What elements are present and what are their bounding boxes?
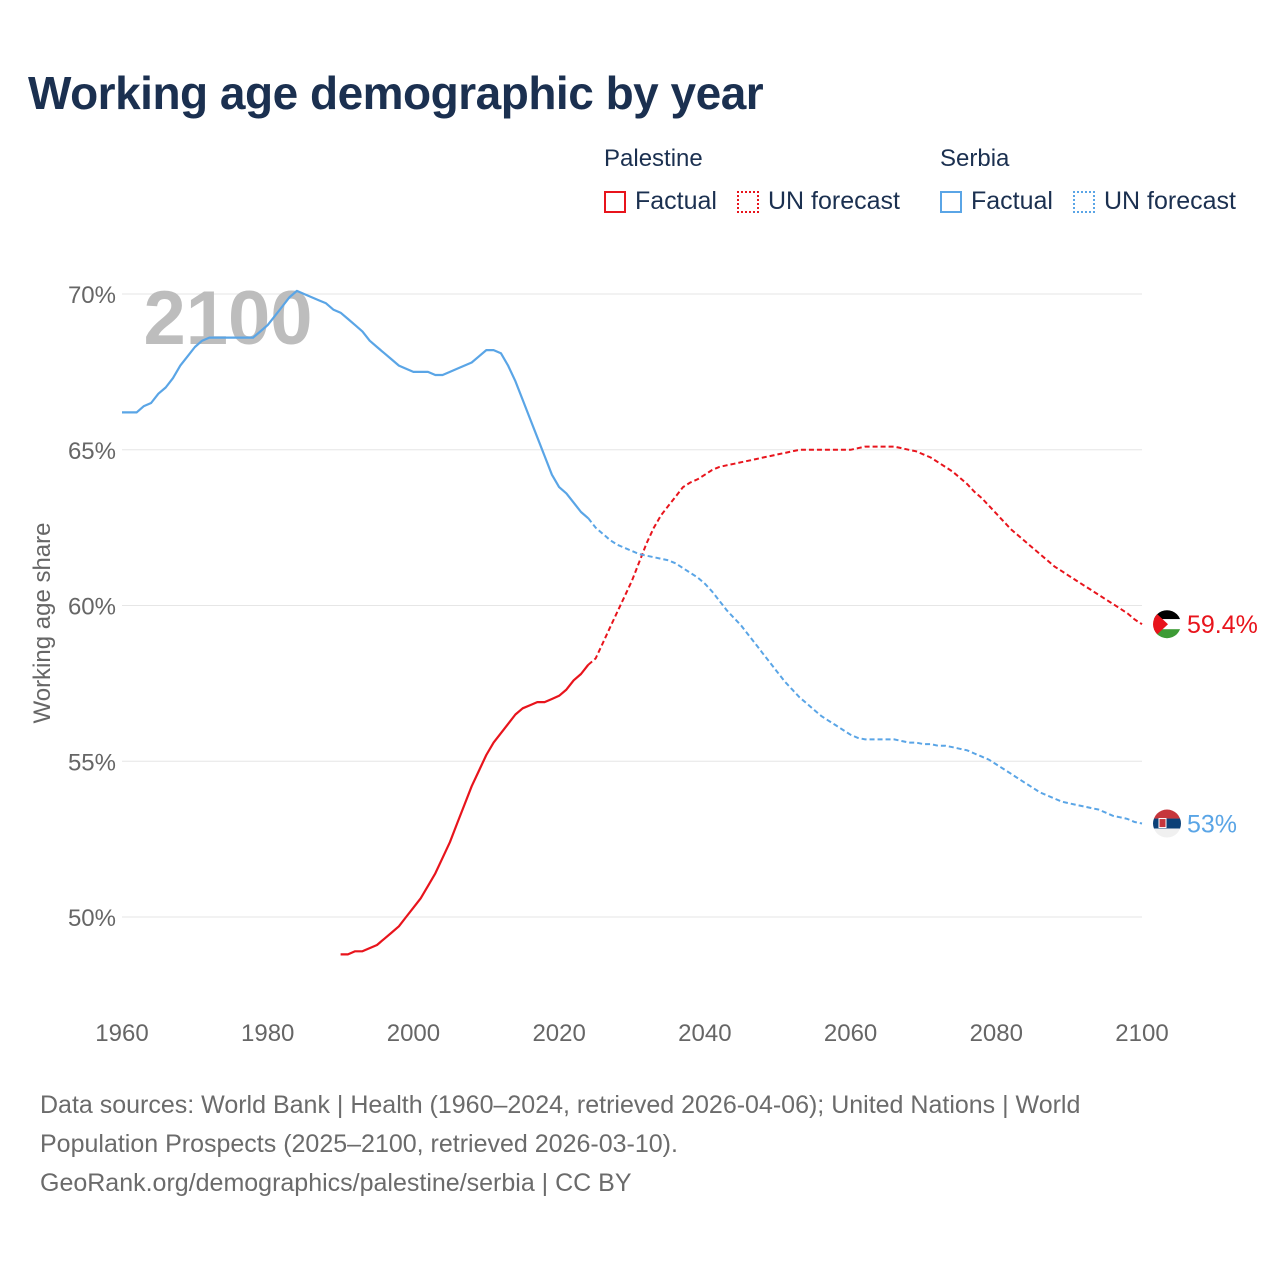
legend-swatch-dotted xyxy=(737,190,759,213)
serbia-forecast-line xyxy=(587,517,1143,825)
legend-label: UN forecast xyxy=(1104,187,1236,215)
legend-label: UN forecast xyxy=(768,187,900,215)
palestine-flag-icon xyxy=(1153,610,1181,639)
x-tick-label: 1980 xyxy=(241,1020,294,1047)
legend-swatch-solid xyxy=(940,190,962,213)
legend-swatch-dotted xyxy=(1073,190,1095,213)
legend-group-palestine: Palestine xyxy=(604,145,703,172)
legend-swatch-solid xyxy=(604,190,626,213)
legend-group-serbia: Serbia xyxy=(940,145,1010,172)
x-tick-label: 1960 xyxy=(95,1020,148,1047)
x-tick-label: 2100 xyxy=(1115,1020,1168,1047)
x-tick-label: 2020 xyxy=(532,1020,585,1047)
y-tick-label: 65% xyxy=(68,438,116,465)
source-line-3[interactable]: GeoRank.org/demographics/palestine/serbi… xyxy=(40,1169,632,1197)
source-line-2: Population Prospects (2025–2100, retriev… xyxy=(40,1130,678,1158)
y-axis: 50% 55% 60% 65% 70% xyxy=(68,282,116,932)
x-axis: 1960 1980 2000 2020 2040 2060 2080 2100 xyxy=(95,1020,1168,1047)
source-note: Data sources: World Bank | Health (1960–… xyxy=(40,1086,1220,1203)
palestine-factual-line xyxy=(340,664,590,956)
legend-label: Factual xyxy=(971,187,1053,215)
legend-item-serbia-factual[interactable]: Factual xyxy=(940,187,1053,216)
legend-label: Factual xyxy=(635,187,717,215)
y-axis-label: Working age share xyxy=(29,523,56,724)
y-tick-label: 70% xyxy=(68,282,116,309)
palestine-forecast-line xyxy=(587,445,1143,666)
chart-title: Working age demographic by year xyxy=(28,67,764,119)
source-line-1: Data sources: World Bank | Health (1960–… xyxy=(40,1091,1081,1119)
x-tick-label: 2060 xyxy=(824,1020,877,1047)
legend-item-serbia-forecast[interactable]: UN forecast xyxy=(1073,187,1236,216)
serbia-flag-icon xyxy=(1153,809,1181,838)
y-tick-label: 60% xyxy=(68,594,116,621)
x-tick-label: 2080 xyxy=(970,1020,1023,1047)
y-tick-label: 50% xyxy=(68,905,116,932)
x-tick-label: 2040 xyxy=(678,1020,731,1047)
end-label-palestine: 59.4% xyxy=(1187,611,1258,639)
legend-item-palestine-factual[interactable]: Factual xyxy=(604,187,717,216)
serbia-factual-line xyxy=(122,289,590,520)
year-watermark: 2100 xyxy=(143,276,312,361)
x-tick-label: 2000 xyxy=(387,1020,440,1047)
series xyxy=(122,289,1143,956)
gridlines xyxy=(122,293,1142,918)
legend-item-palestine-forecast[interactable]: UN forecast xyxy=(737,187,900,216)
y-tick-label: 55% xyxy=(68,749,116,776)
end-label-serbia: 53% xyxy=(1187,811,1237,839)
